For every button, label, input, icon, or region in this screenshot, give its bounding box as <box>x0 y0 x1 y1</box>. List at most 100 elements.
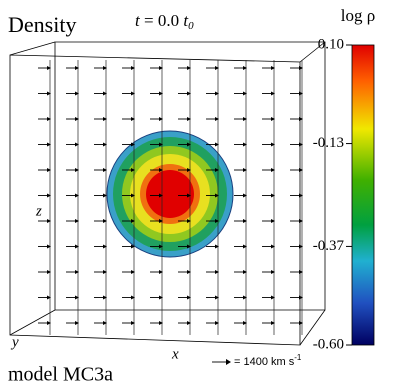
field-arrowhead <box>187 219 191 223</box>
colorbar-ticks: 0.10 -0.13 -0.37 -0.60 <box>313 36 352 352</box>
field-arrowhead <box>159 270 163 274</box>
field-arrowhead <box>271 91 275 96</box>
velocity-legend: = 1400 km s-1 <box>234 353 302 368</box>
colorbar-tick-label: -0.60 <box>313 336 344 352</box>
field-arrowhead <box>47 321 51 325</box>
field-arrowhead <box>75 295 79 300</box>
field-arrowhead <box>187 66 191 70</box>
field-arrowhead <box>75 66 79 70</box>
colorbar-label: log ρ <box>341 6 375 25</box>
field-arrowhead <box>47 270 51 274</box>
field-arrowhead <box>299 168 303 172</box>
field-arrowhead <box>215 193 219 198</box>
field-arrowhead <box>75 270 79 274</box>
field-arrowhead <box>103 142 107 147</box>
field-arrowhead <box>215 295 219 300</box>
field-arrowhead <box>103 193 107 198</box>
field-arrowhead <box>131 270 135 274</box>
field-arrowhead <box>159 295 163 300</box>
field-arrowhead <box>47 193 51 198</box>
field-arrowhead <box>159 219 163 223</box>
field-arrowhead <box>215 270 219 274</box>
field-arrowhead <box>243 321 247 325</box>
field-arrowhead <box>243 270 247 274</box>
field-arrowhead <box>271 142 275 147</box>
field-arrowhead <box>215 117 219 121</box>
field-arrowhead <box>159 142 163 147</box>
colorbar <box>351 44 375 346</box>
y-axis-label: y <box>10 334 19 350</box>
velocity-text: = 1400 km s <box>234 356 295 368</box>
field-arrowhead <box>47 219 51 223</box>
field-arrowhead <box>187 142 191 147</box>
field-arrowhead <box>187 91 191 96</box>
field-arrowhead <box>159 193 163 198</box>
field-arrowhead <box>47 117 51 121</box>
field-arrowhead <box>215 142 219 147</box>
field-arrowhead <box>131 66 135 70</box>
field-arrowhead <box>103 270 107 274</box>
field-arrowhead <box>243 117 247 121</box>
field-arrowhead <box>103 66 107 70</box>
domain-box <box>9 41 326 346</box>
field-arrowhead <box>131 193 135 198</box>
field-arrowhead <box>47 91 51 96</box>
colorbar-tick-label: -0.37 <box>313 238 345 254</box>
model-label: model MC3a <box>8 364 113 386</box>
time-label: t = 0.0 t0 <box>135 11 194 32</box>
field-arrowhead <box>299 270 303 274</box>
field-arrowhead <box>75 91 79 96</box>
field-arrowhead <box>75 142 79 147</box>
field-arrowhead <box>271 270 275 274</box>
field-arrowhead <box>243 66 247 70</box>
field-arrowhead <box>131 244 135 249</box>
field-arrowhead <box>271 117 275 121</box>
field-arrowhead <box>159 321 163 325</box>
time-value: = 0.0 <box>144 11 179 30</box>
field-arrowhead <box>243 295 247 300</box>
field-arrowhead <box>75 168 79 172</box>
field-arrowhead <box>159 91 163 96</box>
field-arrowhead <box>215 244 219 249</box>
velocity-field <box>38 60 303 335</box>
field-arrowhead <box>243 244 247 249</box>
field-arrowhead <box>187 321 191 325</box>
field-arrowhead <box>215 168 219 172</box>
field-arrowhead <box>103 168 107 172</box>
velocity-sup: -1 <box>294 353 302 362</box>
field-arrowhead <box>187 117 191 121</box>
field-arrowhead <box>103 321 107 325</box>
legend-arrowhead <box>226 359 231 365</box>
field-arrowhead <box>215 91 219 96</box>
field-arrowhead <box>215 66 219 70</box>
time-unit-sub: 0 <box>188 20 194 32</box>
field-arrowhead <box>131 168 135 172</box>
field-arrowhead <box>103 219 107 223</box>
field-arrowhead <box>271 219 275 223</box>
field-arrowhead <box>271 244 275 249</box>
field-arrowhead <box>47 142 51 147</box>
field-arrowhead <box>271 168 275 172</box>
field-arrowhead <box>243 193 247 198</box>
field-arrowhead <box>131 91 135 96</box>
field-arrowhead <box>187 295 191 300</box>
field-arrowhead <box>47 244 51 249</box>
field-arrowhead <box>299 244 303 249</box>
field-arrowhead <box>159 244 163 249</box>
time-unit: t <box>183 11 189 30</box>
field-arrowhead <box>103 295 107 300</box>
field-arrowhead <box>187 193 191 198</box>
field-arrowhead <box>75 193 79 198</box>
z-axis-label: z <box>35 203 42 219</box>
field-arrowhead <box>47 295 51 300</box>
field-arrowhead <box>243 168 247 172</box>
field-arrowhead <box>271 295 275 300</box>
field-arrowhead <box>299 219 303 223</box>
field-arrowhead <box>299 117 303 121</box>
field-arrowhead <box>75 244 79 249</box>
field-arrowhead <box>187 168 191 172</box>
field-arrowhead <box>271 66 275 70</box>
field-arrowhead <box>215 321 219 325</box>
field-arrowhead <box>103 117 107 121</box>
